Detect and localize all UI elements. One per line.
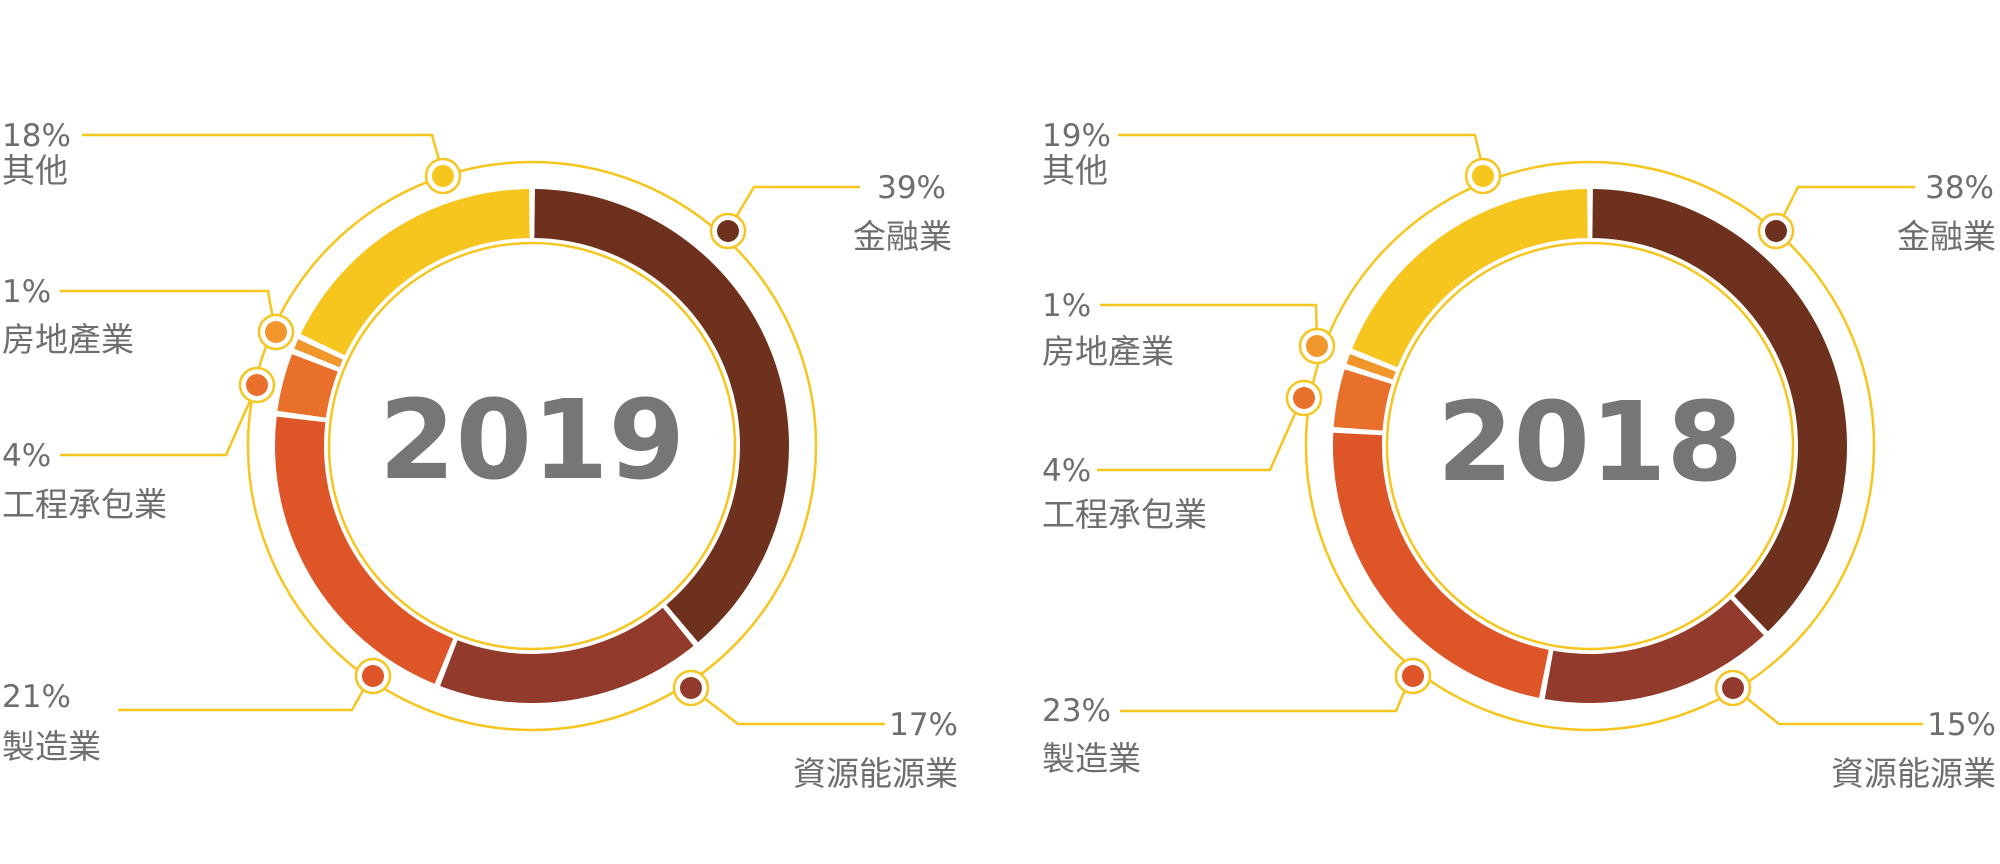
leader-line-other-2018: [1118, 133, 1486, 175]
pct-label-manufacturing-2019: 21%: [2, 679, 71, 715]
leader-line-engineering-2018: [1097, 397, 1304, 472]
donut-chart-2018: 2018 19% 其他 1% 房地產業 4% 工程承包業 23% 製造業 38%: [1042, 118, 1996, 793]
donut-slice-manufacturing-2019: [275, 416, 454, 684]
name-label-manufacturing-2019: 製造業: [2, 727, 101, 766]
marker-other-2018: [1464, 157, 1502, 195]
donut-slice-other-2018: [1352, 189, 1588, 368]
marker-resources-2019: [672, 669, 710, 707]
marker-other-2019: [424, 157, 462, 195]
labels-2018: 19% 其他 1% 房地產業 4% 工程承包業 23% 製造業 38% 金融業 …: [1042, 118, 1996, 793]
marker-real-estate-2019: [257, 313, 295, 351]
name-label-finance-2018: 金融業: [1897, 217, 1996, 256]
marker-manufacturing-2019: [354, 657, 392, 695]
donut-arcs-2018: [1333, 189, 1847, 703]
name-label-finance-2019: 金融業: [853, 217, 952, 256]
pct-label-real-estate-2018: 1%: [1042, 288, 1091, 324]
pct-label-other-2018: 19%: [1042, 118, 1111, 154]
name-label-real-estate-2018: 房地產業: [1042, 332, 1174, 371]
donut-slice-engineering-2018: [1333, 369, 1392, 431]
outer-ring-2019: [246, 160, 818, 732]
donut-slice-finance-2019: [534, 189, 789, 643]
donut-outline-rings-2018: [1304, 160, 1876, 732]
marker-real-estate-2018: [1298, 327, 1336, 365]
callouts-2019: [60, 133, 885, 726]
pct-label-finance-2019: 39%: [877, 170, 946, 206]
donut-slice-real-estate-2018: [1346, 354, 1396, 380]
name-label-engineering-2019: 工程承包業: [2, 485, 167, 524]
marker-resources-2018: [1714, 669, 1752, 707]
pct-label-other-2019: 18%: [2, 118, 71, 154]
donut-slice-resources-2019: [440, 607, 694, 703]
inner-ring-2019: [327, 241, 737, 651]
pct-label-finance-2018: 38%: [1925, 170, 1994, 206]
donut-chart-2019: 2019 18% 其他 1% 房地產業 4% 工程承包業 21% 製造業: [2, 118, 958, 793]
donut-arcs-2019: [275, 189, 789, 703]
name-label-engineering-2018: 工程承包業: [1042, 495, 1207, 534]
marker-finance-2018: [1757, 212, 1795, 250]
pct-label-resources-2018: 15%: [1927, 707, 1996, 743]
pct-label-resources-2019: 17%: [889, 707, 958, 743]
donut-slice-manufacturing-2018: [1333, 432, 1549, 698]
marker-engineering-2018: [1285, 379, 1323, 417]
donut-slice-real-estate-2019: [294, 339, 343, 368]
leader-line-engineering-2019: [60, 384, 259, 457]
chart-title-2019: 2019: [379, 376, 685, 504]
chart-title-2018: 2018: [1437, 378, 1743, 506]
callouts-2018: [1097, 133, 1923, 726]
name-label-other-2019: 其他: [2, 151, 68, 190]
donut-slice-resources-2018: [1544, 599, 1764, 703]
name-label-resources-2018: 資源能源業: [1831, 754, 1996, 793]
marker-manufacturing-2018: [1394, 657, 1432, 695]
leader-line-other-2019: [82, 133, 445, 175]
marker-engineering-2019: [238, 366, 276, 404]
labels-2019: 18% 其他 1% 房地產業 4% 工程承包業 21% 製造業 39% 金融業 …: [2, 118, 958, 793]
pct-label-real-estate-2019: 1%: [2, 274, 51, 310]
pct-label-engineering-2019: 4%: [2, 438, 51, 474]
leader-line-resources-2018: [1733, 687, 1923, 726]
name-label-manufacturing-2018: 製造業: [1042, 739, 1141, 778]
donut-outline-rings-2019: [246, 160, 818, 732]
name-label-other-2018: 其他: [1042, 151, 1108, 190]
marker-finance-2019: [709, 212, 747, 250]
donut-slice-finance-2018: [1592, 189, 1847, 632]
leader-line-finance-2019: [727, 185, 860, 230]
name-label-resources-2019: 資源能源業: [793, 754, 958, 793]
name-label-real-estate-2019: 房地產業: [2, 320, 134, 359]
inner-ring-2018: [1385, 241, 1795, 651]
pct-label-manufacturing-2018: 23%: [1042, 693, 1111, 729]
leader-line-manufacturing-2019: [118, 675, 373, 712]
donut-slice-other-2019: [300, 189, 530, 356]
pct-label-engineering-2018: 4%: [1042, 453, 1091, 489]
outer-ring-2018: [1304, 160, 1876, 732]
leader-line-finance-2018: [1775, 185, 1915, 230]
donut-slice-engineering-2019: [277, 354, 338, 418]
leader-line-manufacturing-2018: [1120, 675, 1413, 713]
leader-line-resources-2019: [690, 687, 885, 726]
